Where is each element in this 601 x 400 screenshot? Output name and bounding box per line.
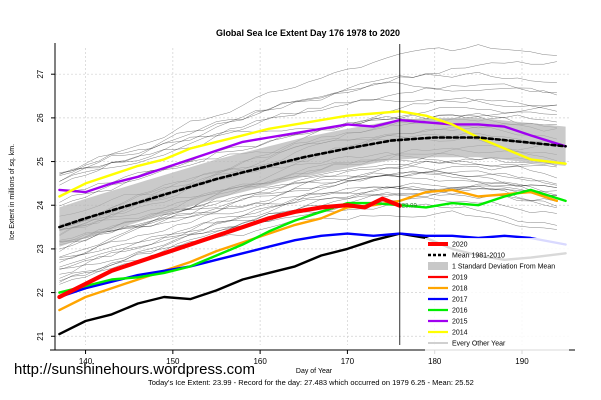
y-tick-label: 21 — [36, 331, 45, 340]
legend-label: 1 Standard Deviation From Mean — [452, 264, 555, 271]
series-line-2018 — [58, 188, 559, 312]
current-value-label: 23.99 — [402, 204, 418, 210]
legend-box — [425, 238, 569, 354]
every-other-year-line — [59, 160, 557, 260]
every-other-year-line — [59, 185, 557, 279]
x-tick-label: 190 — [515, 357, 529, 366]
series-line-2016 — [58, 188, 567, 294]
y-tick-label: 25 — [36, 157, 45, 166]
legend-swatch — [428, 262, 448, 270]
every-other-year-line — [59, 81, 557, 173]
every-other-year-line — [59, 192, 557, 282]
legend-label: Mean 1981-2010 — [452, 253, 505, 260]
series-line-2017 — [58, 232, 567, 299]
legend-label: 2016 — [452, 308, 468, 315]
y-tick-label: 23 — [36, 244, 45, 253]
every-other-year-line — [59, 114, 557, 207]
every-other-year-line — [59, 203, 557, 269]
std-dev-band-area — [59, 117, 566, 247]
std-dev-band — [59, 117, 566, 247]
every-other-year-line — [59, 44, 557, 176]
every-other-year-line — [59, 187, 557, 243]
every-other-year-line — [59, 98, 557, 175]
legend-label: 2019 — [452, 275, 468, 282]
legend: 2020 Mean 1981-2010 1 Standard Deviation F… — [425, 238, 569, 354]
every-other-year-line — [59, 113, 557, 175]
series-line-mean-1981-2010 — [58, 136, 567, 229]
legend-label: Every Other Year — [452, 341, 506, 348]
footer-summary: Today's Ice Extent: 23.99 - Record for t… — [148, 378, 474, 387]
x-tick-label: 180 — [428, 357, 442, 366]
axes: 23.99 21 22 23 24 25 26 27 140 150 160 170 180 190 — [36, 43, 575, 366]
series-line-2015 — [58, 118, 567, 194]
series-line-2020 — [57, 196, 402, 300]
every-other-year-line — [59, 182, 557, 270]
every-other-year-line — [59, 61, 557, 186]
legend-label: 2014 — [452, 330, 468, 337]
x-tick-label: 170 — [341, 357, 355, 366]
every-other-year-line — [59, 72, 557, 182]
y-axis-label: Ice Extent in millions of sq. km. — [9, 144, 16, 240]
chart-title: Global Sea Ice Extent Day 176 1978 to 20… — [216, 28, 400, 38]
series-layer — [57, 110, 567, 336]
y-tick-label: 22 — [36, 288, 45, 297]
series-line-2014 — [58, 110, 567, 198]
y-tick-label: 27 — [36, 69, 45, 78]
every-other-year-line — [59, 186, 557, 258]
x-tick-label: 140 — [79, 357, 93, 366]
y-tick-label: 26 — [36, 113, 45, 122]
every-other-year-line — [59, 197, 557, 268]
legend-label: 2015 — [452, 319, 468, 326]
x-axis-label: Day of Year — [296, 368, 333, 375]
x-tick-label: 160 — [253, 357, 267, 366]
legend-label: 2020 — [452, 242, 468, 249]
y-tick-label: 24 — [36, 200, 45, 209]
every-other-year-line — [59, 87, 557, 182]
every-other-year-line — [59, 165, 557, 275]
every-other-year-line — [59, 157, 557, 246]
x-tick-label: 150 — [166, 357, 180, 366]
website-url[interactable]: http://sunshinehours.wordpress.com — [14, 361, 255, 378]
legend-label: 2018 — [452, 286, 468, 293]
legend-label: 2017 — [452, 297, 468, 304]
